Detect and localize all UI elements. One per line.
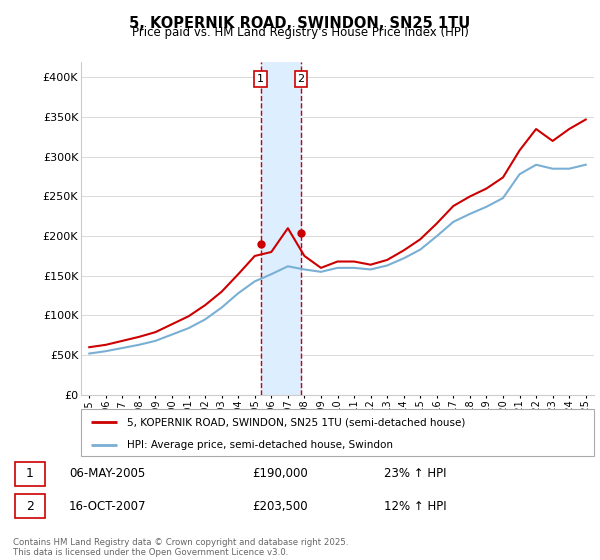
Text: 23% ↑ HPI: 23% ↑ HPI (384, 467, 446, 480)
Text: 1: 1 (257, 74, 264, 84)
Text: HPI: Average price, semi-detached house, Swindon: HPI: Average price, semi-detached house,… (127, 440, 393, 450)
Text: 5, KOPERNIK ROAD, SWINDON, SN25 1TU: 5, KOPERNIK ROAD, SWINDON, SN25 1TU (130, 16, 470, 31)
Text: Contains HM Land Registry data © Crown copyright and database right 2025.
This d: Contains HM Land Registry data © Crown c… (13, 538, 349, 557)
Text: 2: 2 (26, 500, 34, 513)
Text: Price paid vs. HM Land Registry's House Price Index (HPI): Price paid vs. HM Land Registry's House … (131, 26, 469, 39)
Text: 06-MAY-2005: 06-MAY-2005 (69, 467, 145, 480)
Text: 16-OCT-2007: 16-OCT-2007 (69, 500, 146, 513)
Text: 5, KOPERNIK ROAD, SWINDON, SN25 1TU (semi-detached house): 5, KOPERNIK ROAD, SWINDON, SN25 1TU (sem… (127, 417, 466, 427)
Text: £190,000: £190,000 (252, 467, 308, 480)
Text: £203,500: £203,500 (252, 500, 308, 513)
Text: 12% ↑ HPI: 12% ↑ HPI (384, 500, 446, 513)
Bar (260, 62, 301, 395)
Text: 2: 2 (298, 74, 304, 84)
Text: 1: 1 (26, 467, 34, 480)
